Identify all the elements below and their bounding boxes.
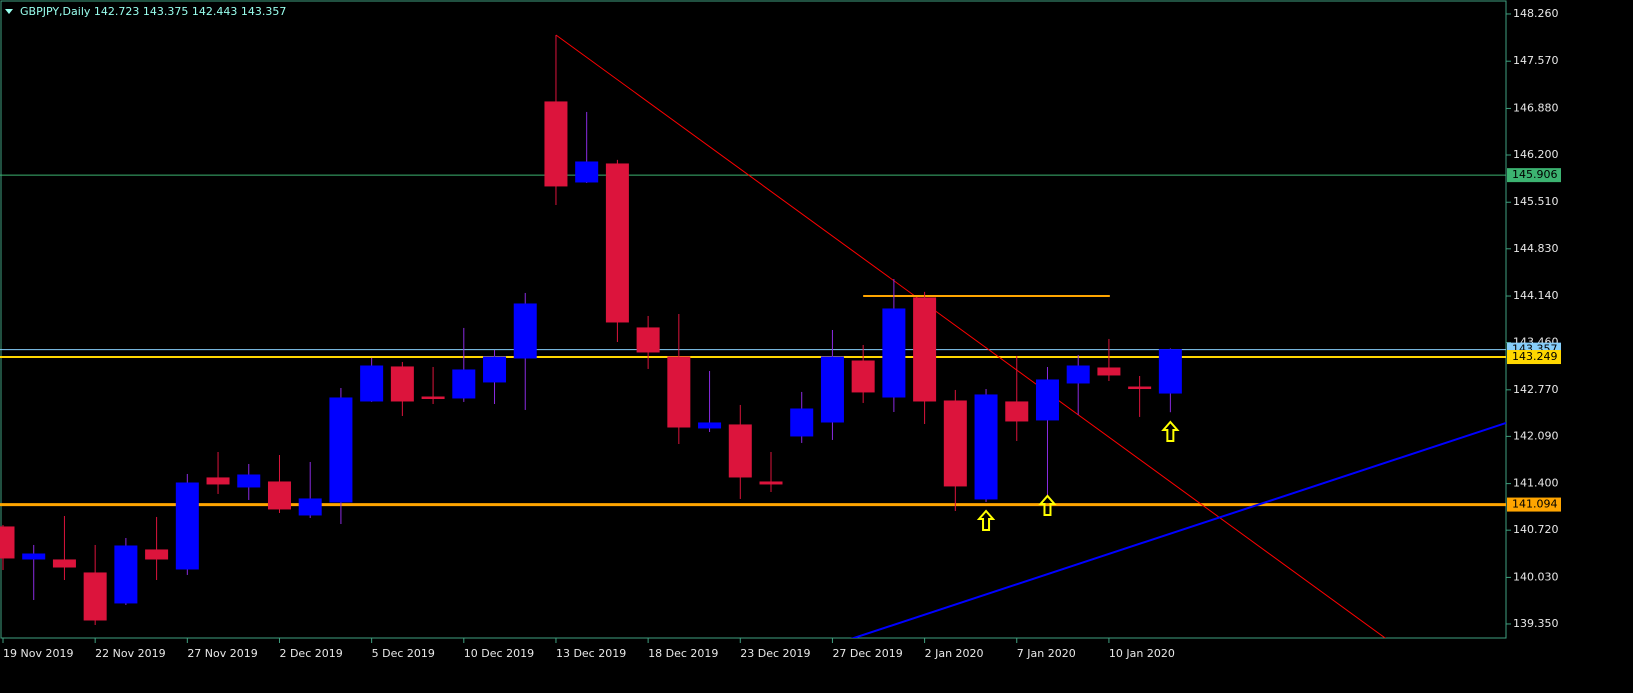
level-box: [1507, 168, 1561, 183]
y-tick-label: 146.880: [1513, 101, 1559, 114]
candle-body: [636, 327, 660, 353]
candle-body: [544, 101, 568, 187]
candle-body: [329, 397, 353, 503]
y-tick-label: 139.350: [1513, 617, 1559, 630]
x-tick-label: 10 Dec 2019: [464, 647, 534, 660]
candle-body: [0, 526, 15, 559]
level-box: [1507, 497, 1561, 512]
x-tick-label: 2 Dec 2019: [279, 647, 342, 660]
candle-body: [1158, 349, 1182, 394]
x-tick-label: 23 Dec 2019: [740, 647, 810, 660]
candle-body: [943, 400, 967, 487]
candle-body: [1066, 365, 1090, 384]
candle-body: [360, 365, 384, 402]
candle-body: [1097, 367, 1121, 376]
chart-title: GBPJPY,Daily 142.723 143.375 142.443 143…: [20, 5, 286, 18]
candle-body: [390, 366, 414, 402]
candle-body: [452, 369, 476, 399]
candle-body: [882, 308, 906, 398]
y-tick-label: 142.090: [1513, 429, 1559, 442]
y-tick-label: 145.510: [1513, 195, 1559, 208]
up-arrow: [1038, 494, 1057, 516]
x-tick-label: 27 Dec 2019: [832, 647, 902, 660]
y-tick-label: 144.140: [1513, 289, 1559, 302]
candle-body: [790, 408, 814, 437]
candle-body: [52, 559, 76, 568]
level-box: [1507, 350, 1561, 365]
candle-body: [974, 394, 998, 500]
x-tick-label: 7 Jan 2020: [1017, 647, 1076, 660]
trend-line: [555, 34, 1386, 638]
candle-body: [913, 297, 937, 402]
x-tick-label: 2 Jan 2020: [925, 647, 984, 660]
x-tick-label: 10 Jan 2020: [1109, 647, 1175, 660]
y-tick-label: 141.400: [1513, 477, 1559, 490]
level-label: 141.094: [1512, 498, 1558, 511]
candle-body: [1128, 386, 1152, 390]
candle-body: [759, 481, 783, 485]
candle-body: [22, 553, 46, 560]
level-label: 145.906: [1512, 168, 1558, 181]
candle-body: [267, 481, 291, 510]
up-arrow: [1161, 420, 1180, 443]
candle-body: [1005, 401, 1029, 422]
candle-body: [83, 572, 107, 621]
y-tick-label: 140.030: [1513, 570, 1559, 583]
y-tick-label: 146.200: [1513, 148, 1559, 161]
trend-line: [850, 422, 1506, 638]
x-tick-label: 19 Nov 2019: [3, 647, 73, 660]
candle-body: [175, 482, 199, 570]
candle-body: [513, 303, 537, 359]
candle-body: [421, 396, 445, 400]
candle-body: [237, 474, 261, 488]
candle-body: [114, 545, 138, 604]
x-tick-label: 22 Nov 2019: [95, 647, 165, 660]
candle-body: [483, 356, 507, 383]
candle-body: [667, 356, 691, 428]
y-tick-label: 142.770: [1513, 383, 1559, 396]
x-tick-label: 13 Dec 2019: [556, 647, 626, 660]
candle-body: [851, 360, 875, 393]
x-tick-label: 5 Dec 2019: [372, 647, 435, 660]
collapse-icon: [5, 9, 13, 14]
y-tick-label: 148.260: [1513, 7, 1559, 20]
x-tick-label: 18 Dec 2019: [648, 647, 718, 660]
candle-body: [728, 424, 752, 478]
up-arrow: [976, 509, 996, 532]
candle-body: [206, 477, 230, 485]
candle-body: [145, 549, 169, 560]
candle-body: [605, 163, 629, 323]
x-tick-label: 27 Nov 2019: [187, 647, 257, 660]
y-tick-label: 144.830: [1513, 242, 1559, 255]
candle-body: [298, 498, 322, 516]
plot-area: [0, 34, 1506, 638]
level-label: 143.249: [1512, 350, 1558, 363]
candle-body: [575, 161, 599, 183]
candle-body: [698, 422, 722, 429]
y-tick-label: 147.570: [1513, 54, 1559, 67]
candle-body: [820, 356, 844, 423]
y-tick-label: 140.720: [1513, 523, 1559, 536]
plot-frame: [0, 0, 1507, 639]
candle-body: [1035, 379, 1059, 421]
